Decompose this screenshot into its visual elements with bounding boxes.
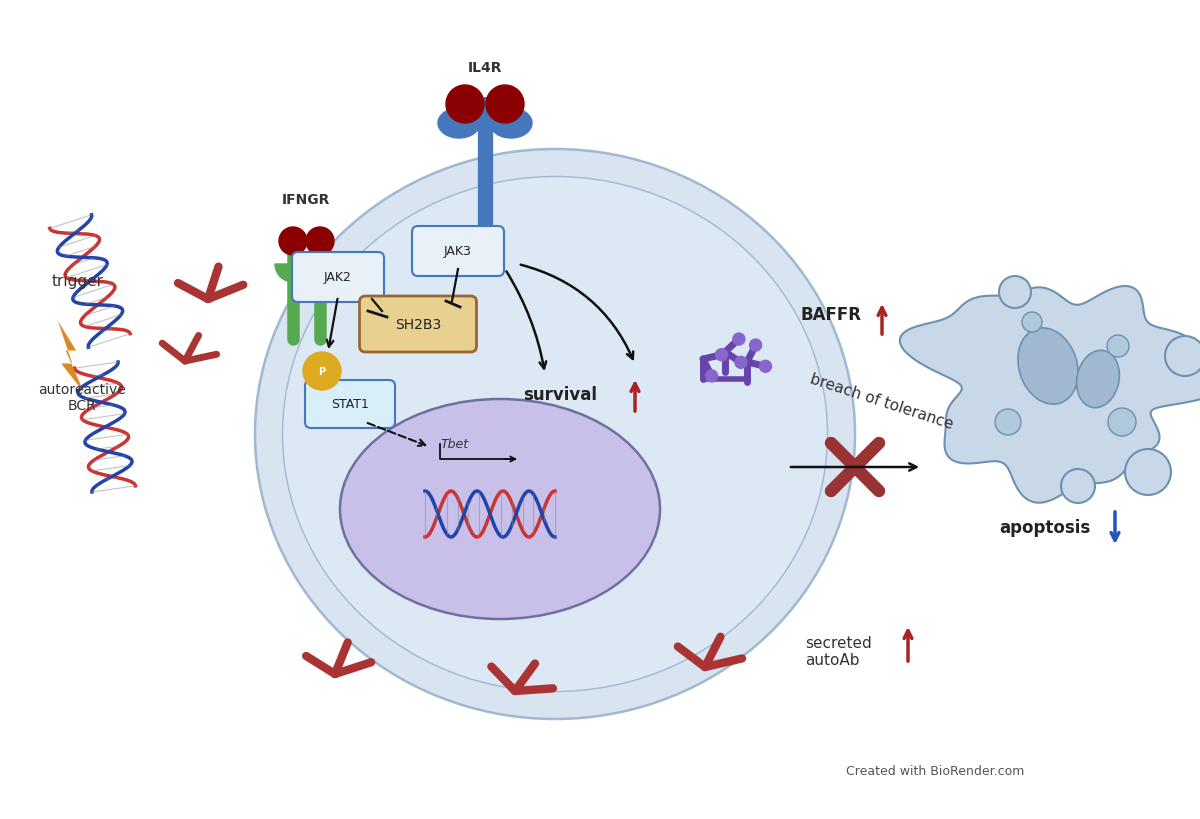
Text: survival: survival: [523, 386, 598, 404]
Circle shape: [1126, 450, 1171, 495]
Text: IL4R: IL4R: [468, 61, 503, 75]
Text: IFNGR: IFNGR: [282, 192, 330, 206]
Ellipse shape: [490, 109, 532, 139]
Text: apoptosis: apoptosis: [1000, 518, 1091, 536]
FancyBboxPatch shape: [360, 296, 476, 352]
Circle shape: [715, 349, 727, 361]
Circle shape: [1022, 313, 1042, 333]
Circle shape: [1165, 337, 1200, 377]
Text: trigger: trigger: [52, 274, 104, 289]
Ellipse shape: [282, 177, 828, 692]
Polygon shape: [900, 287, 1200, 503]
Text: P: P: [318, 367, 325, 377]
Ellipse shape: [256, 150, 854, 719]
Circle shape: [706, 370, 718, 382]
Wedge shape: [302, 265, 338, 283]
Text: secreted
autoAb: secreted autoAb: [805, 635, 871, 667]
Ellipse shape: [1018, 328, 1078, 405]
Polygon shape: [58, 322, 84, 393]
Circle shape: [760, 361, 772, 373]
Text: JAK2: JAK2: [324, 271, 352, 284]
Text: autoreactive
BCR: autoreactive BCR: [38, 382, 126, 413]
Text: Created with BioRender.com: Created with BioRender.com: [846, 765, 1024, 777]
Ellipse shape: [340, 400, 660, 619]
Text: SH2B3: SH2B3: [395, 318, 442, 332]
Text: BAFFR: BAFFR: [800, 305, 862, 324]
Circle shape: [998, 277, 1031, 309]
Circle shape: [486, 86, 524, 124]
Circle shape: [278, 228, 307, 256]
Circle shape: [750, 340, 762, 351]
Text: breach of tolerance: breach of tolerance: [809, 371, 955, 432]
FancyBboxPatch shape: [292, 253, 384, 303]
Ellipse shape: [1076, 351, 1120, 408]
Wedge shape: [275, 265, 311, 283]
Circle shape: [446, 86, 484, 124]
Circle shape: [1061, 469, 1096, 504]
Text: JAK3: JAK3: [444, 245, 472, 258]
Circle shape: [1108, 336, 1129, 358]
Text: Tbet: Tbet: [440, 438, 469, 451]
Circle shape: [306, 228, 334, 256]
Ellipse shape: [438, 109, 480, 139]
Circle shape: [995, 410, 1021, 436]
Text: STAT1: STAT1: [331, 398, 368, 411]
Circle shape: [733, 333, 745, 346]
FancyBboxPatch shape: [305, 381, 395, 428]
FancyBboxPatch shape: [412, 227, 504, 277]
Circle shape: [302, 352, 341, 391]
Circle shape: [734, 357, 746, 369]
Circle shape: [1108, 409, 1136, 437]
